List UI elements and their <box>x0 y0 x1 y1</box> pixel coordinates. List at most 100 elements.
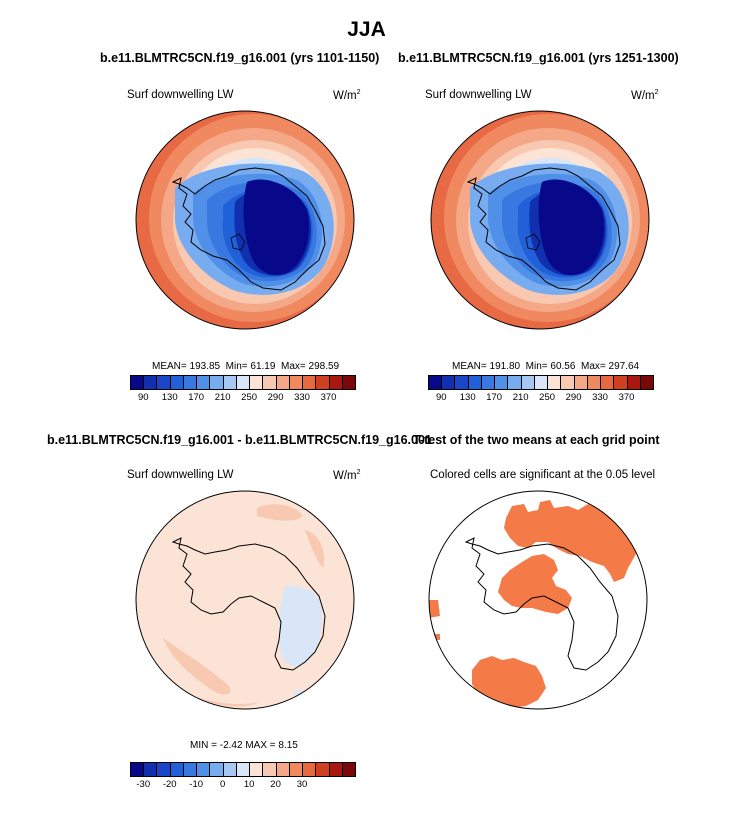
variable-label-p1: Surf downwelling LW <box>127 89 234 101</box>
colorbar-tick-label: 330 <box>294 392 310 403</box>
map-panel-1 <box>135 110 355 330</box>
colorbar-tick-label: 20 <box>270 779 281 790</box>
panel-title-diff: b.e11.BLMTRC5CN.f19_g16.001 - b.e11.BLMT… <box>47 433 432 447</box>
colorbar-tick-label: 90 <box>137 392 149 403</box>
colorbar-bin <box>614 376 628 389</box>
diff-positive-patch <box>195 696 259 707</box>
colorbar-ticks-p2: 90 130 170 210 250 290 330 370 <box>428 392 653 404</box>
colorbar-tick-label: 30 <box>296 779 308 790</box>
colorbar-tick-label: 210 <box>512 392 529 403</box>
colorbar-bin <box>442 376 456 389</box>
colorbar-bin <box>303 376 317 389</box>
colorbar-tick-label: 130 <box>459 392 476 403</box>
mean-p1: 193.85 <box>189 361 221 372</box>
colorbar-bin <box>131 376 145 389</box>
colorbar-bin <box>329 376 343 389</box>
colorbar-tick-label: -10 <box>189 779 204 790</box>
antarctica-coastline <box>171 167 326 291</box>
colorbar-tick-label: 0 <box>219 779 226 790</box>
colorbar-bin <box>157 763 171 776</box>
field-core <box>538 179 605 276</box>
colorbar-bin <box>144 763 158 776</box>
colorbar-tick-label: 290 <box>267 392 284 403</box>
coast-detail <box>525 233 541 251</box>
colorbar-ticks-p3: -30 -20 -10 0 10 20 30 <box>130 779 355 791</box>
colorbar-p3 <box>130 762 356 777</box>
map-border <box>135 490 355 710</box>
figure-title: JJA <box>347 18 386 41</box>
max-p3: 8.15 <box>278 740 298 751</box>
colorbar-bin <box>289 376 304 389</box>
colorbar-tick-label: 250 <box>241 392 258 403</box>
colorbar-tick-label: 330 <box>592 392 608 403</box>
colorbar-tick-label: 250 <box>539 392 556 403</box>
units-label-p2: W/m2 <box>631 89 659 102</box>
coast-detail <box>230 233 246 251</box>
colorbar-bin <box>131 763 145 776</box>
panel-title-ttest: T-test of the two means at each grid poi… <box>413 433 660 447</box>
min-p1: 61.19 <box>250 361 276 372</box>
map-border <box>428 490 648 710</box>
signif-region-west <box>429 600 440 618</box>
colorbar-bin <box>329 763 343 776</box>
colorbar-tick-label: 130 <box>161 392 178 403</box>
colorbar-bin <box>640 376 654 389</box>
diff-negative-patch <box>278 585 323 667</box>
diff-positive-patch <box>305 530 325 568</box>
max-p1: 298.59 <box>308 361 340 372</box>
colorbar-bin <box>183 763 198 776</box>
colorbar-bin <box>223 376 237 389</box>
antarctica-coastline <box>466 167 621 291</box>
colorbar-bin <box>601 376 615 389</box>
colorbar-bin <box>316 763 330 776</box>
colorbar-bin <box>534 376 549 389</box>
colorbar-tick-label: 170 <box>486 392 503 403</box>
colorbar-bin <box>289 763 304 776</box>
colorbar-bin <box>429 376 443 389</box>
map-border <box>430 110 650 330</box>
map-panel-2 <box>430 110 650 330</box>
colorbar-bin <box>587 376 602 389</box>
map-panel-3 <box>135 490 355 710</box>
signif-region-south <box>472 656 546 708</box>
colorbar-bin <box>183 376 198 389</box>
colorbar-bin <box>481 376 496 389</box>
signif-region-north <box>504 500 636 582</box>
colorbar-p2 <box>428 375 654 390</box>
min-p3: -2.42 <box>219 740 243 751</box>
colorbar-bin <box>561 376 575 389</box>
colorbar-bin <box>236 376 251 389</box>
colorbar-bin <box>170 763 184 776</box>
antarctica-coastline <box>171 537 326 671</box>
colorbar-bin <box>627 376 641 389</box>
antarctica-coastline <box>464 537 619 671</box>
field-core <box>243 179 310 276</box>
colorbar-bin <box>263 763 277 776</box>
map-panel-4 <box>428 490 648 710</box>
diff-positive-patch <box>257 504 303 521</box>
colorbar-bin <box>303 763 317 776</box>
colorbar-tick-label: 10 <box>243 779 255 790</box>
colorbar-bin <box>342 376 356 389</box>
units-label-p1: W/m2 <box>333 89 361 102</box>
colorbar-tick-label: 170 <box>188 392 205 403</box>
stats-p1: MEAN= 193.85 Min= 61.19 Max= 298.59 <box>152 361 340 372</box>
colorbar-bin <box>157 376 171 389</box>
colorbar-bin <box>508 376 522 389</box>
colorbar-tick-label: 90 <box>435 392 447 403</box>
colorbar-tick-label: 210 <box>214 392 231 403</box>
colorbar-tick-label: 370 <box>618 392 635 403</box>
signif-region-center <box>498 554 572 614</box>
colorbar-bin <box>197 763 211 776</box>
stats-p3: MIN = -2.42 MAX = 8.15 <box>190 740 298 751</box>
colorbar-bin <box>548 376 562 389</box>
map-border <box>135 110 355 330</box>
diff-positive-patch <box>163 638 231 695</box>
colorbar-bin <box>263 376 277 389</box>
variable-label-p2: Surf downwelling LW <box>425 89 532 101</box>
colorbar-tick-label: -20 <box>162 779 177 790</box>
colorbar-bin <box>316 376 330 389</box>
stats-p2: MEAN= 191.80 Min= 60.56 Max= 297.64 <box>452 361 640 372</box>
colorbar-bin <box>495 376 509 389</box>
colorbar-bin <box>170 376 184 389</box>
